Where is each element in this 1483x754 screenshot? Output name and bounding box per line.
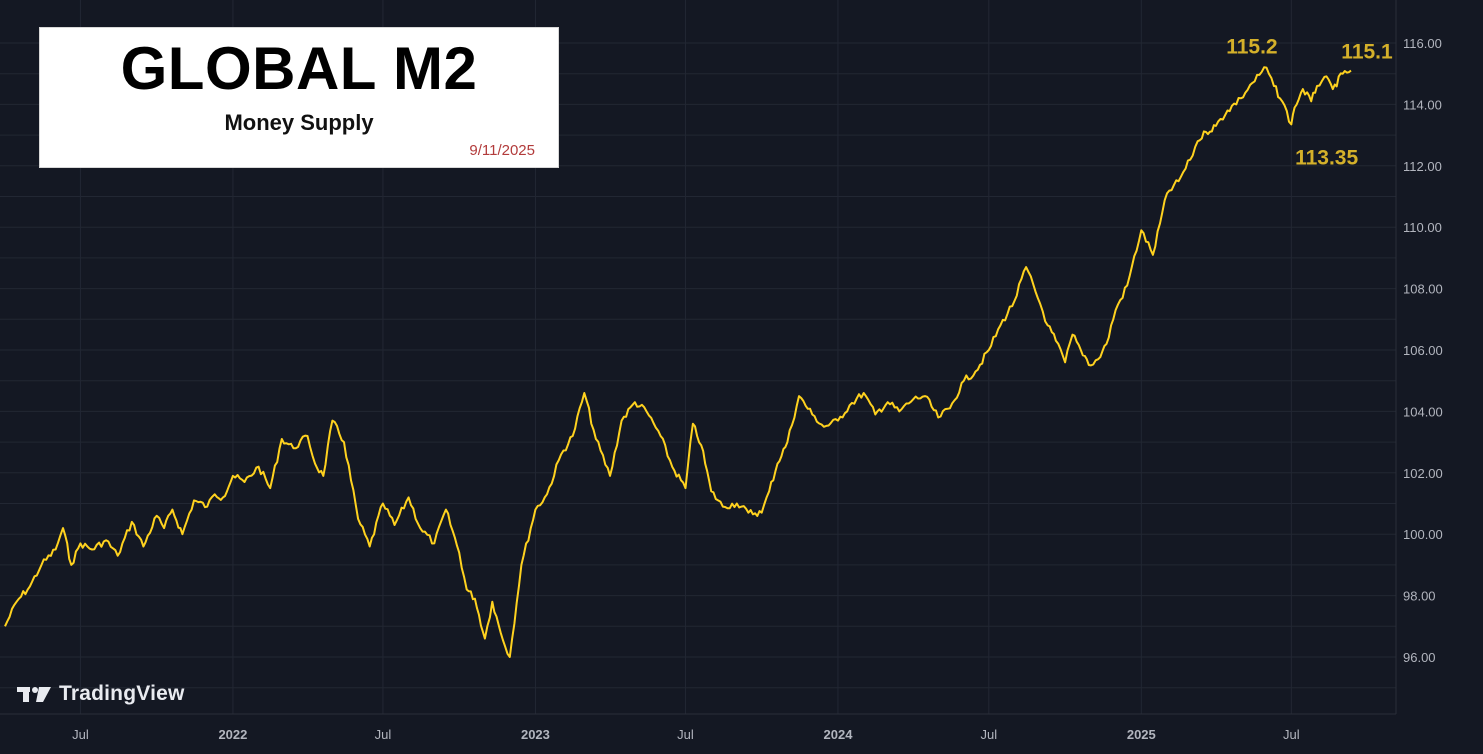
annotation-115-1: 115.1 xyxy=(1341,41,1393,64)
chart-date: 9/11/2025 xyxy=(469,142,535,159)
annotation-labels: 115.2 115.1 113.35 xyxy=(1226,36,1393,170)
y-tick-label: 100.00 xyxy=(1403,527,1443,542)
time-scale[interactable]: Jul 2022 Jul 2023 Jul 2024 Jul 2025 Jul xyxy=(72,727,1300,742)
y-tick-label: 110.00 xyxy=(1403,220,1442,235)
y-tick-label: 98.00 xyxy=(1403,589,1436,604)
x-tick-label: 2023 xyxy=(521,727,550,742)
y-tick-label: 106.00 xyxy=(1403,343,1443,358)
chart-subtitle: Money Supply xyxy=(224,110,374,135)
x-tick-label: Jul xyxy=(72,727,89,742)
tradingview-watermark[interactable]: TradingView xyxy=(17,680,185,708)
x-tick-label: 2025 xyxy=(1127,727,1156,742)
y-tick-label: 102.00 xyxy=(1403,466,1443,481)
y-tick-label: 114.00 xyxy=(1403,97,1442,112)
x-tick-label: Jul xyxy=(980,727,997,742)
tradingview-wordmark: TradingView xyxy=(59,682,185,705)
y-tick-label: 96.00 xyxy=(1403,650,1436,665)
global-m2-series-line xyxy=(4,66,1352,658)
price-scale[interactable]: 96.00 98.00 100.00 102.00 104.00 106.00 108.00… xyxy=(1403,36,1443,665)
y-tick-label: 112.00 xyxy=(1403,159,1442,174)
x-tick-label: 2024 xyxy=(824,727,854,742)
x-tick-label: Jul xyxy=(1283,727,1300,742)
chart-title: GLOBAL M2 xyxy=(120,35,478,102)
x-tick-label: Jul xyxy=(375,727,392,742)
y-tick-label: 104.00 xyxy=(1403,404,1443,419)
annotation-113-35: 113.35 xyxy=(1295,146,1358,169)
y-tick-label: 116.00 xyxy=(1403,36,1442,51)
y-tick-label: 108.00 xyxy=(1403,282,1443,297)
x-tick-label: 2022 xyxy=(218,727,247,742)
annotation-115-2: 115.2 xyxy=(1226,36,1277,59)
title-box: GLOBAL M2 Money Supply 9/11/2025 xyxy=(39,27,559,168)
x-tick-label: Jul xyxy=(677,727,694,742)
tradingview-logo-icon xyxy=(17,685,51,703)
